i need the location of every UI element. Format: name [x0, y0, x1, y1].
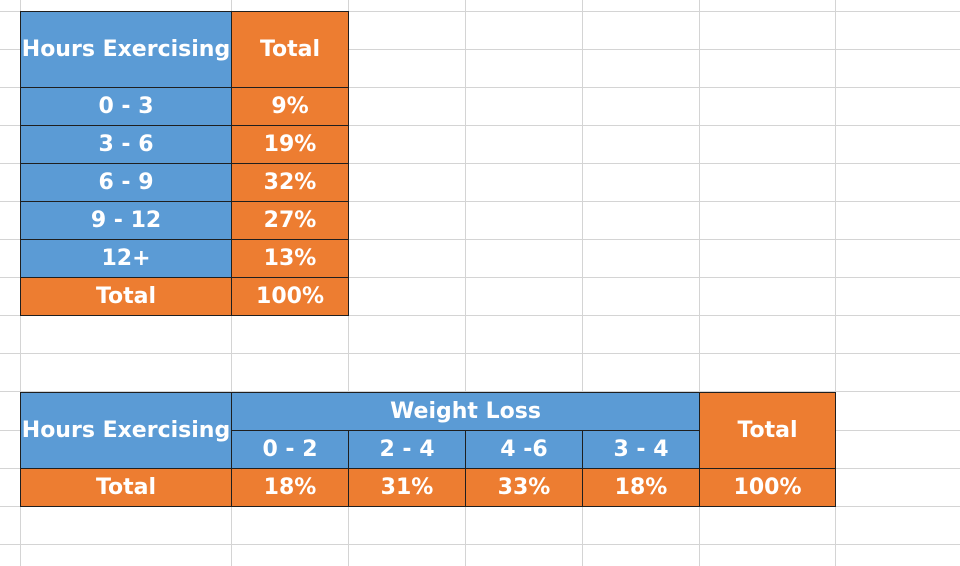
- table2-grand-total[interactable]: 100%: [699, 468, 836, 507]
- table1-row-range[interactable]: 3 - 6: [20, 125, 232, 164]
- table1-row-range[interactable]: 9 - 12: [20, 201, 232, 240]
- table2-column-header[interactable]: 0 - 2: [231, 430, 349, 469]
- table2-total-value[interactable]: 31%: [348, 468, 466, 507]
- table1-row-range[interactable]: 12+: [20, 239, 232, 278]
- table1-row-total[interactable]: 9%: [231, 87, 349, 126]
- table1-header-hours[interactable]: Hours Exercising: [20, 11, 232, 88]
- table1-total-value[interactable]: 100%: [231, 277, 349, 316]
- table2-column-header[interactable]: 3 - 4: [582, 430, 700, 469]
- table2-header-weight-loss[interactable]: Weight Loss: [231, 392, 700, 431]
- table1-row-total[interactable]: 32%: [231, 163, 349, 202]
- table2-total-value[interactable]: 33%: [465, 468, 583, 507]
- table2-column-header[interactable]: 2 - 4: [348, 430, 466, 469]
- table2-total-value[interactable]: 18%: [582, 468, 700, 507]
- table1-row-total[interactable]: 13%: [231, 239, 349, 278]
- table2-header-total[interactable]: Total: [699, 392, 836, 469]
- table1-header-total[interactable]: Total: [231, 11, 349, 88]
- table2-header-hours[interactable]: Hours Exercising: [20, 392, 232, 469]
- table2-total-label[interactable]: Total: [20, 468, 232, 507]
- table1-row-total[interactable]: 19%: [231, 125, 349, 164]
- table1-row-range[interactable]: 6 - 9: [20, 163, 232, 202]
- table1-row-range[interactable]: 0 - 3: [20, 87, 232, 126]
- table1-row-total[interactable]: 27%: [231, 201, 349, 240]
- table1-total-label[interactable]: Total: [20, 277, 232, 316]
- table2-column-header[interactable]: 4 -6: [465, 430, 583, 469]
- table2-total-value[interactable]: 18%: [231, 468, 349, 507]
